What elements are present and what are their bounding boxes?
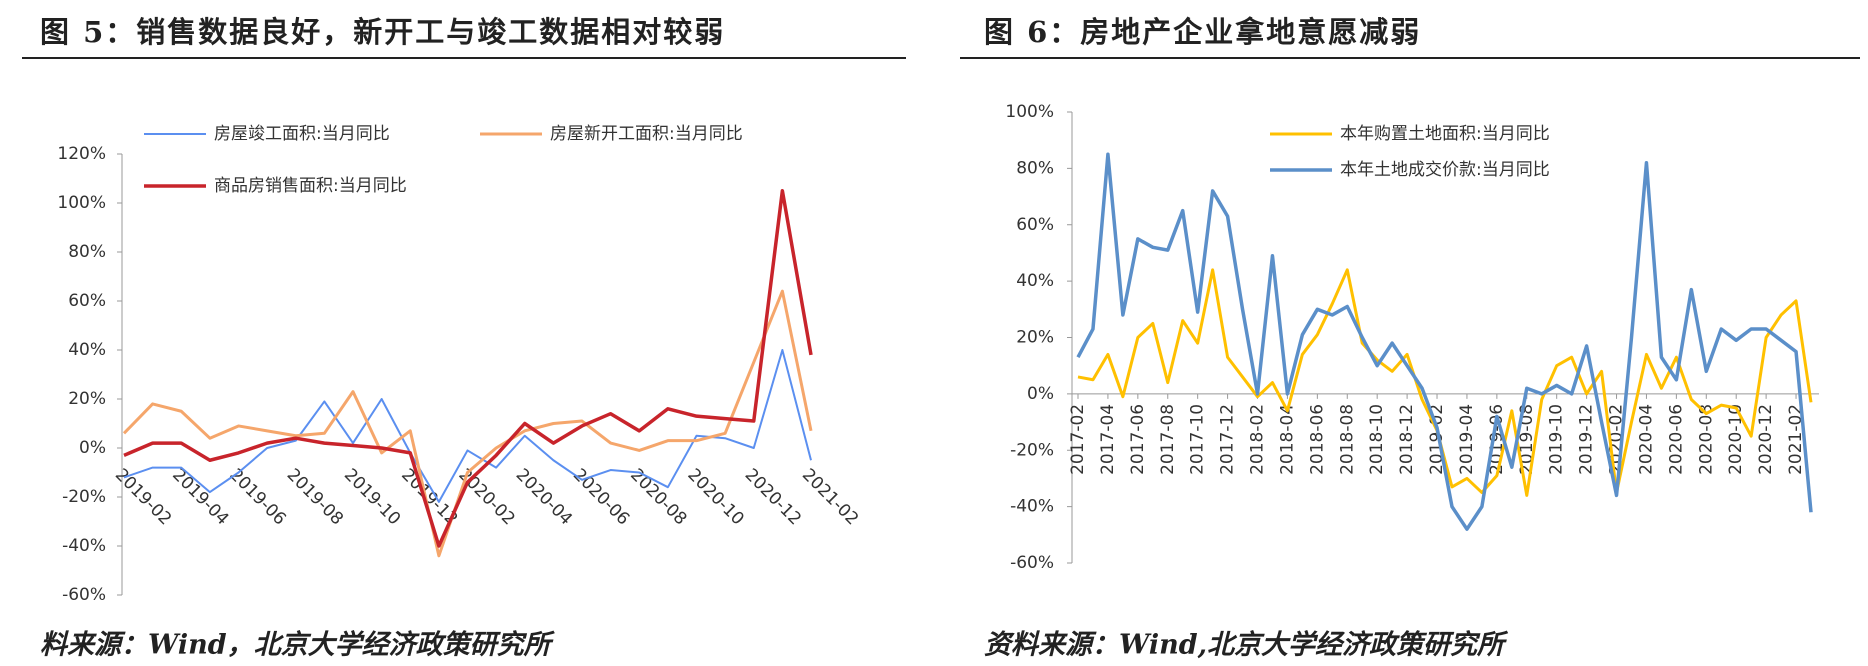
legend-label: 商品房销售面积:当月同比 xyxy=(214,176,407,196)
x-tick-label: 2018-04 xyxy=(1277,404,1297,475)
legend-label: 本年土地成交价款:当月同比 xyxy=(1340,160,1550,180)
x-tick-label: 2017-08 xyxy=(1158,404,1178,475)
series-line xyxy=(1076,152,1813,531)
x-tick-label: 2017-10 xyxy=(1188,404,1208,475)
legend-label: 房屋竣工面积:当月同比 xyxy=(214,124,390,144)
y-tick-label: 0% xyxy=(1027,384,1054,404)
y-tick-label: -20% xyxy=(1010,440,1054,460)
y-tick-label: 0% xyxy=(79,438,106,458)
x-tick-label: 2021-02 xyxy=(798,465,862,529)
x-tick-label: 2020-04 xyxy=(1636,404,1656,475)
legend-label: 房屋新开工面积:当月同比 xyxy=(550,124,743,144)
y-tick-label: 60% xyxy=(1016,215,1054,235)
series-line xyxy=(122,289,813,558)
x-tick-label: 2019-04 xyxy=(1457,404,1477,475)
legend-label: 本年购置土地面积:当月同比 xyxy=(1340,124,1550,144)
y-tick-label: 120% xyxy=(57,144,106,164)
y-tick-label: 60% xyxy=(68,291,106,311)
x-tick-label: 2018-08 xyxy=(1337,404,1357,475)
y-tick-label: -40% xyxy=(62,536,106,556)
x-tick-label: 2020-10 xyxy=(683,465,747,529)
x-tick-label: 2020-10 xyxy=(1726,404,1746,475)
source-note: 料来源：Wind，北京大学经济政策研究所 xyxy=(40,630,556,661)
series-line xyxy=(123,349,812,503)
y-tick-label: 80% xyxy=(68,242,106,262)
y-tick-label: -40% xyxy=(1010,497,1054,517)
x-tick-label: 2019-04 xyxy=(168,465,232,529)
y-tick-label: -60% xyxy=(1010,553,1054,573)
x-tick-label: 2019-10 xyxy=(340,465,404,529)
x-tick-label: 2020-06 xyxy=(1666,404,1686,475)
x-tick-label: 2020-12 xyxy=(1756,404,1776,475)
y-tick-label: -20% xyxy=(62,487,106,507)
y-tick-label: 40% xyxy=(68,340,106,360)
chart-title: 图 6：房地产企业拿地意愿减弱 xyxy=(984,15,1421,49)
y-tick-label: 100% xyxy=(57,193,106,213)
source-note: 资料来源：Wind,北京大学经济政策研究所 xyxy=(984,630,1509,661)
x-tick-label: 2018-12 xyxy=(1397,404,1417,475)
y-tick-label: 100% xyxy=(1005,102,1054,122)
y-tick-label: 80% xyxy=(1016,158,1054,178)
series-line xyxy=(123,189,813,548)
x-tick-label: 2019-12 xyxy=(1577,404,1597,475)
y-tick-label: 40% xyxy=(1016,271,1054,291)
x-tick-label: 2017-06 xyxy=(1128,404,1148,475)
x-tick-label: 2017-04 xyxy=(1098,404,1118,475)
y-tick-label: 20% xyxy=(68,389,106,409)
x-tick-label: 2019-08 xyxy=(283,465,347,529)
x-tick-label: 2018-10 xyxy=(1367,404,1387,475)
x-tick-label: 2020-08 xyxy=(1696,404,1716,475)
x-tick-label: 2017-02 xyxy=(1068,404,1088,475)
x-tick-label: 2019-10 xyxy=(1547,404,1567,475)
x-tick-label: 2020-08 xyxy=(626,465,690,529)
x-tick-label: 2017-12 xyxy=(1218,404,1238,475)
x-tick-label: 2018-06 xyxy=(1307,404,1327,475)
x-tick-label: 2020-12 xyxy=(741,465,805,529)
x-tick-label: 2020-06 xyxy=(569,465,633,529)
x-tick-label: 2020-02 xyxy=(454,465,518,529)
x-tick-label: 2018-02 xyxy=(1248,404,1268,475)
x-tick-label: 2020-04 xyxy=(512,465,576,529)
y-tick-label: -60% xyxy=(62,585,106,605)
y-tick-label: 20% xyxy=(1016,328,1054,348)
chart-title: 图 5：销售数据良好，新开工与竣工数据相对较弱 xyxy=(40,15,725,49)
